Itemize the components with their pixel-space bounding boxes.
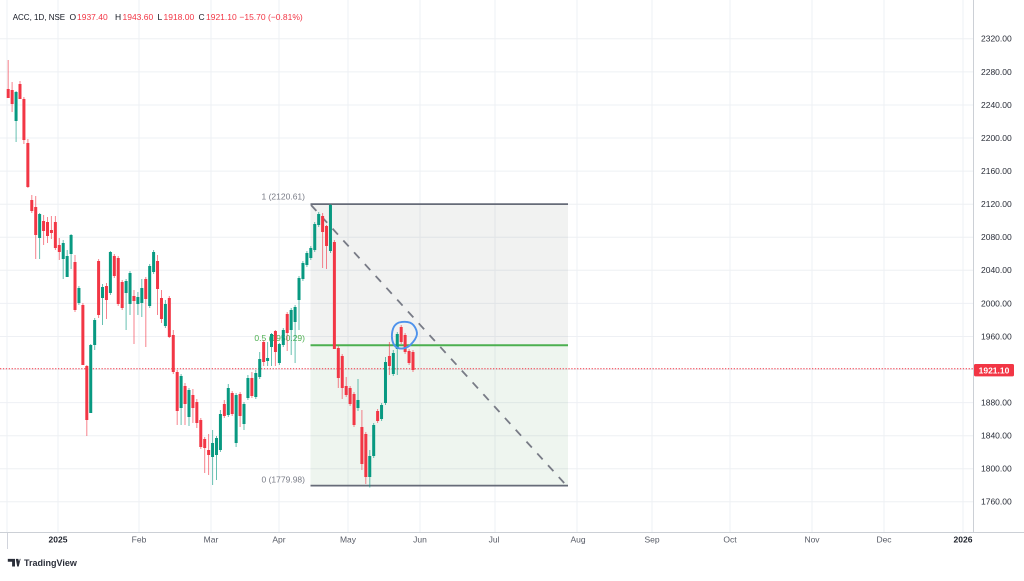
svg-text:ACC, 1D, NSE: ACC, 1D, NSE	[13, 13, 65, 22]
svg-text:May: May	[340, 535, 357, 545]
svg-text:Dec: Dec	[876, 535, 892, 545]
svg-text:1943.60: 1943.60	[123, 12, 154, 22]
svg-text:2000.00: 2000.00	[981, 298, 1012, 308]
svg-text:1880.00: 1880.00	[981, 398, 1012, 408]
svg-text:Mar: Mar	[204, 535, 219, 545]
svg-text:2040.00: 2040.00	[981, 265, 1012, 275]
svg-text:L: L	[158, 12, 163, 22]
svg-text:1921.10: 1921.10	[206, 12, 237, 22]
svg-text:2320.00: 2320.00	[981, 34, 1012, 44]
svg-text:1 (2120.61): 1 (2120.61)	[262, 192, 306, 202]
svg-text:1960.00: 1960.00	[981, 331, 1012, 341]
svg-text:2026: 2026	[954, 535, 973, 545]
svg-text:1937.40: 1937.40	[77, 12, 108, 22]
svg-text:1840.00: 1840.00	[981, 431, 1012, 441]
svg-text:TradingView: TradingView	[24, 558, 78, 568]
svg-text:H: H	[115, 12, 121, 22]
svg-text:1800.00: 1800.00	[981, 464, 1012, 474]
svg-text:Apr: Apr	[272, 535, 285, 545]
svg-text:2200.00: 2200.00	[981, 133, 1012, 143]
svg-text:O: O	[70, 12, 77, 22]
svg-text:1921.10: 1921.10	[979, 365, 1010, 375]
svg-text:2280.00: 2280.00	[981, 67, 1012, 77]
svg-text:1918.00: 1918.00	[164, 12, 195, 22]
svg-text:Oct: Oct	[723, 535, 737, 545]
svg-text:Nov: Nov	[804, 535, 820, 545]
svg-text:2080.00: 2080.00	[981, 232, 1012, 242]
svg-text:2120.00: 2120.00	[981, 199, 1012, 209]
svg-text:0 (1779.98): 0 (1779.98)	[262, 474, 306, 484]
svg-text:2025: 2025	[49, 535, 68, 545]
svg-text:Sep: Sep	[644, 535, 659, 545]
svg-text:2240.00: 2240.00	[981, 100, 1012, 110]
svg-text:Jul: Jul	[489, 535, 500, 545]
svg-text:C: C	[199, 12, 205, 22]
svg-text:−15.70 (−0.81%): −15.70 (−0.81%)	[239, 12, 302, 22]
svg-text:2160.00: 2160.00	[981, 166, 1012, 176]
svg-text:0.5 (1950.29): 0.5 (1950.29)	[254, 333, 305, 343]
svg-text:1760.00: 1760.00	[981, 497, 1012, 507]
svg-text:Jun: Jun	[413, 535, 427, 545]
svg-text:Aug: Aug	[570, 535, 585, 545]
svg-text:Feb: Feb	[132, 535, 147, 545]
